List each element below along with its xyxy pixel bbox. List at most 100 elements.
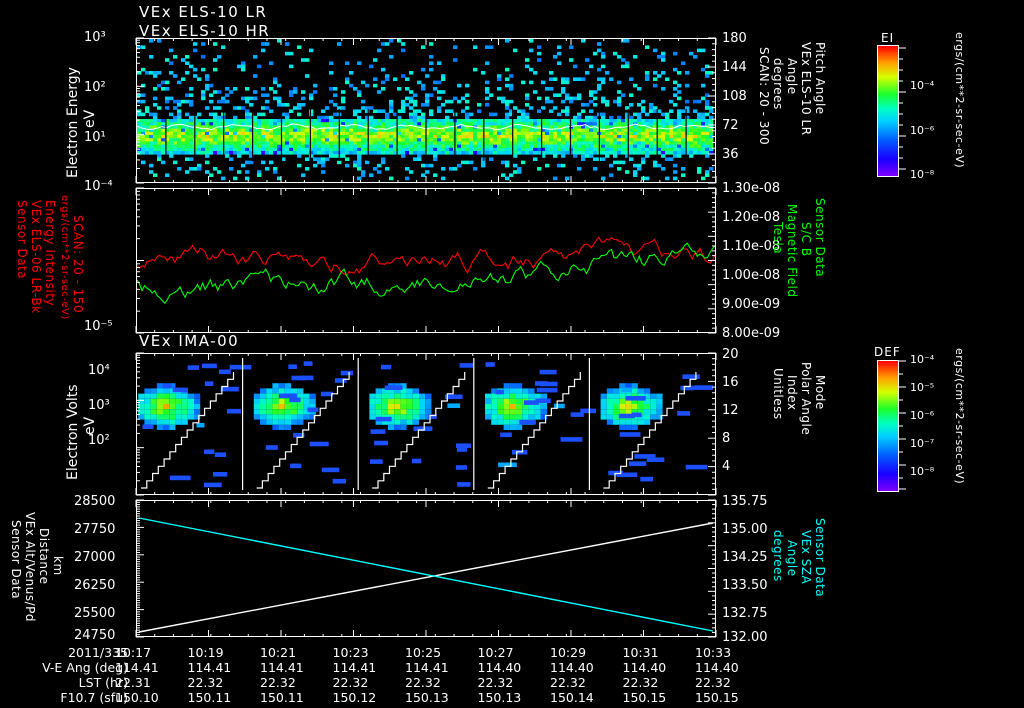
xaxis-cell: 10:29 — [550, 645, 587, 660]
panel4-left-label-1: VEx Alt/Venus/Pd — [23, 512, 37, 623]
panel3-y2tick-1: 16 — [722, 375, 739, 390]
panel1-y2tick-3: 72 — [722, 118, 739, 133]
xaxis-cell: 114.40 — [695, 660, 739, 675]
panel4-right-label-1: VEx SZA — [799, 530, 813, 585]
xaxis-table: 2011/335 10:17 10:19 10:21 10:23 10:25 10:27 10… — [0, 645, 1024, 705]
panel1-colorbar-ticks — [899, 47, 906, 170]
panel1-y2tick-1: 144 — [722, 60, 747, 75]
panel1-right-label-3: degrees — [771, 58, 785, 110]
panel4-ytick-3: 26250 — [74, 578, 116, 593]
panel1-ytick-1: 10² — [84, 80, 106, 95]
xaxis-cell: 114.41 — [260, 660, 304, 675]
xaxis-cell: 150.13 — [405, 690, 449, 705]
panel1-ytick-2: 10¹ — [84, 130, 106, 145]
panel2-right-label-2: Magnetic Field — [785, 204, 799, 298]
panel2-right-label-1: S/C B — [799, 222, 813, 257]
panel1-title-hr: VEx ELS-10 HR — [139, 22, 271, 40]
panel4-y2tick-1: 135.00 — [722, 522, 768, 537]
panel2-y2tick-2: 1.10e-08 — [722, 239, 781, 254]
xaxis-row-label: F10.7 (sfu) — [60, 690, 128, 705]
panel4-ytick-1: 27750 — [74, 522, 116, 537]
panel2-ytick-0: 10⁻⁴ — [84, 179, 113, 194]
panel4-ytick-4: 25500 — [74, 606, 116, 621]
panel1-y2tick-2: 108 — [722, 89, 747, 104]
panel2-y2tick-5: 8.00e-09 — [722, 326, 781, 341]
xaxis-cell: 22.32 — [260, 675, 296, 690]
panel2-left-label-3: ergs/(cm**2-sr-sec-eV) — [59, 195, 70, 320]
panel3-colorbar[interactable] — [877, 360, 899, 492]
panel3-spectrogram — [137, 354, 715, 494]
xaxis-cell: 22.32 — [187, 675, 224, 690]
xaxis-cell: 114.41 — [405, 660, 449, 675]
panel2-left-label-4: SCAN: 20 - 150 — [71, 215, 85, 314]
panel4-y2tick-4: 132.75 — [722, 606, 768, 621]
xaxis-cell: 10:19 — [187, 645, 224, 660]
xaxis-cell: 150.10 — [115, 690, 159, 705]
panel3-y2tick-0: 20 — [722, 347, 739, 362]
xaxis-row-label: V-E Ang (deg) — [42, 660, 128, 675]
panel4-lines — [137, 501, 715, 636]
xaxis-cell: 22.32 — [622, 675, 659, 690]
xaxis-cell: 114.40 — [550, 660, 594, 675]
panel2-y2tick-4: 9.00e-09 — [722, 297, 781, 312]
xaxis-cell: 114.40 — [477, 660, 522, 675]
panel1-colorbar-tick-0: 10⁻⁴ — [910, 79, 935, 92]
panel2-plot-area[interactable] — [136, 188, 716, 333]
panel3-right-label-2: Index — [785, 375, 799, 411]
panel3-right-label-1: Polar Angle — [799, 362, 813, 436]
xaxis-cell: 10:33 — [695, 645, 732, 660]
panel2-y2tick-0: 1.30e-08 — [722, 181, 781, 196]
panel3-colorbar-tick-0: 10⁻⁴ — [910, 353, 935, 366]
panel2-lines — [137, 189, 715, 332]
panel4-ytick-2: 27000 — [74, 550, 116, 565]
panel1-plot-area[interactable] — [136, 38, 716, 183]
panel4-left-label-2: Distance — [37, 528, 51, 585]
panel2-left-label-0: Sensor Data — [15, 200, 29, 280]
panel2-y2tick-3: 1.00e-08 — [722, 268, 781, 283]
xaxis-cell: 114.40 — [622, 660, 667, 675]
panel1-colorbar[interactable] — [877, 45, 899, 177]
panel4-y2tick-2: 134.25 — [722, 550, 768, 565]
panel1-spectrogram — [137, 39, 715, 182]
panel2-ytick-1: 10⁻⁵ — [84, 319, 113, 334]
xaxis-cell: 22.32 — [695, 675, 731, 690]
panel1-ytick-0: 10³ — [84, 30, 106, 45]
panel4-left-label-3: km — [51, 556, 65, 576]
xaxis-cell: 10:31 — [622, 645, 659, 660]
panel3-colorbar-tick-4: 10⁻⁸ — [910, 465, 935, 478]
panel3-ytick-1: 10³ — [88, 398, 110, 413]
panel1-left-axis-units: eV — [82, 109, 98, 128]
panel2-y2tick-1: 1.20e-08 — [722, 210, 781, 225]
panel1-right-label-1: VEx ELS-10 LR — [799, 42, 813, 136]
panel1-right-label-4: SCAN: 20 - 300 — [757, 47, 771, 146]
xaxis-cell: 10:23 — [332, 645, 369, 660]
xaxis-cell: 150.11 — [260, 690, 304, 705]
xaxis-cell: 150.11 — [187, 690, 232, 705]
xaxis-cell: 114.41 — [115, 660, 159, 675]
panel3-title: VEx IMA-00 — [139, 332, 240, 350]
xaxis-row-label: 2011/335 — [68, 645, 128, 660]
panel3-right-label-0: Mode — [813, 375, 827, 410]
xaxis-row: V-E Ang (deg) 114.41 114.41 114.41 114.41 114… — [0, 660, 1024, 675]
xaxis-cell: 150.14 — [550, 690, 594, 705]
xaxis-cell: 10:21 — [260, 645, 297, 660]
panel3-ytick-0: 10⁴ — [88, 363, 110, 378]
panel4-ytick-5: 24750 — [74, 628, 116, 643]
panel4-ytick-0: 28500 — [74, 494, 116, 509]
panel3-plot-area[interactable] — [136, 353, 716, 495]
panel1-y2tick-4: 36 — [722, 147, 739, 162]
xaxis-cell: 114.41 — [187, 660, 232, 675]
panel4-right-label-3: degrees — [771, 530, 785, 582]
panel3-colorbar-ticks — [899, 360, 906, 490]
panel3-colorbar-units: ergs/(cm**2-sr-sec-eV) — [953, 348, 966, 485]
panel4-plot-area[interactable] — [136, 500, 716, 637]
panel1-colorbar-tick-2: 10⁻⁸ — [910, 168, 935, 181]
panel3-colorbar-title: DEF — [874, 345, 901, 359]
panel2-right-label-0: Sensor Data — [813, 198, 827, 278]
panel4-y2tick-3: 133.50 — [722, 578, 768, 593]
panel3-y2tick-4: 4 — [722, 459, 731, 474]
xaxis-row: LST (hr) 22.31 22.32 22.32 22.32 22.32 22.32 22… — [0, 675, 1024, 690]
panel1-y2tick-0: 180 — [722, 31, 747, 46]
panel1-left-axis-label: Electron Energy — [65, 67, 81, 178]
